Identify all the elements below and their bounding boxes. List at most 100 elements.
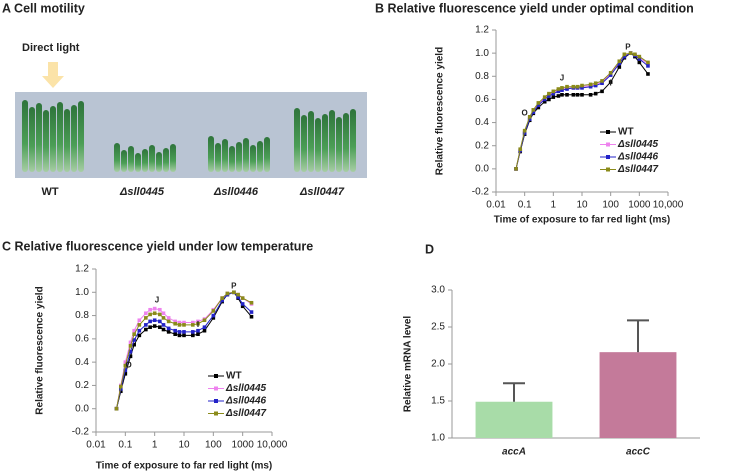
x-tick-label: 10 bbox=[178, 440, 190, 451]
point bbox=[536, 103, 541, 108]
point bbox=[588, 84, 593, 89]
point bbox=[240, 304, 245, 309]
legend-marker bbox=[214, 399, 218, 403]
point bbox=[152, 306, 157, 311]
colony-streak bbox=[250, 145, 256, 172]
point bbox=[128, 344, 133, 348]
point bbox=[527, 114, 532, 119]
chart-title: D bbox=[425, 242, 434, 256]
legend-marker bbox=[606, 130, 610, 134]
point bbox=[608, 71, 613, 75]
colony-streak bbox=[71, 105, 77, 172]
point bbox=[137, 318, 142, 323]
point bbox=[161, 327, 166, 332]
point bbox=[588, 82, 593, 87]
point bbox=[211, 316, 216, 320]
colony-streak bbox=[308, 111, 314, 172]
point bbox=[148, 307, 152, 312]
point bbox=[128, 354, 133, 359]
point bbox=[646, 60, 650, 65]
point bbox=[211, 309, 216, 313]
point bbox=[617, 61, 622, 66]
strain-label: Δsll0446 bbox=[213, 186, 259, 198]
point bbox=[144, 316, 148, 320]
point bbox=[588, 93, 593, 97]
point bbox=[123, 371, 128, 376]
y-tick-label: 0.2 bbox=[75, 380, 89, 391]
point bbox=[118, 384, 123, 389]
point bbox=[232, 290, 236, 295]
point bbox=[580, 93, 584, 97]
annotation: P bbox=[231, 282, 237, 291]
colony-streak bbox=[343, 113, 349, 172]
point bbox=[580, 83, 584, 88]
legend-label: Δsll0445 bbox=[225, 383, 267, 394]
point bbox=[225, 291, 230, 296]
annotation: J bbox=[155, 296, 159, 305]
legend-marker bbox=[606, 142, 610, 147]
colony-streak bbox=[257, 141, 263, 172]
point bbox=[148, 319, 152, 324]
colony-streak bbox=[315, 118, 321, 172]
y-tick-label: 0.4 bbox=[475, 117, 489, 128]
point bbox=[177, 323, 182, 327]
legend-marker bbox=[214, 374, 218, 378]
y-tick-label: 2.0 bbox=[431, 359, 445, 370]
point bbox=[637, 60, 642, 65]
colony-streak bbox=[135, 153, 141, 172]
chart-title: C Relative fluorescence yield under low … bbox=[2, 239, 313, 253]
strain-label: WT bbox=[41, 186, 58, 198]
colony-streak bbox=[336, 117, 342, 172]
colony-streak bbox=[208, 136, 214, 172]
point bbox=[166, 326, 171, 331]
legend-label: Δsll0445 bbox=[617, 139, 659, 150]
x-tick-label: 100 bbox=[205, 440, 222, 451]
colony-streak bbox=[222, 139, 228, 172]
point bbox=[137, 328, 142, 333]
colony-streak bbox=[156, 152, 162, 172]
x-tick-label: 1 bbox=[152, 440, 158, 451]
legend-label: WT bbox=[618, 127, 634, 138]
point bbox=[547, 91, 551, 96]
chart-title: B Relative fluorescence yield under opti… bbox=[375, 1, 694, 15]
point bbox=[148, 312, 152, 317]
x-tick-label: 1000 bbox=[232, 440, 255, 451]
light-arrow bbox=[42, 62, 64, 88]
point bbox=[240, 296, 245, 300]
point bbox=[202, 325, 207, 330]
point bbox=[556, 89, 561, 94]
point bbox=[202, 318, 207, 323]
point bbox=[191, 333, 195, 338]
point bbox=[646, 72, 650, 76]
point bbox=[560, 86, 564, 90]
point bbox=[565, 84, 569, 89]
legend-marker bbox=[214, 386, 218, 391]
point bbox=[177, 330, 182, 334]
point bbox=[551, 95, 556, 99]
colony-streak bbox=[264, 137, 270, 172]
y-tick-label: 0.8 bbox=[475, 71, 489, 82]
x-tick-label: 0.1 bbox=[518, 200, 532, 211]
legend-marker bbox=[606, 167, 610, 172]
annotation: J bbox=[560, 74, 564, 83]
point bbox=[637, 57, 642, 61]
x-tick-label: 0.01 bbox=[486, 200, 506, 211]
point bbox=[196, 321, 200, 326]
colony-streak bbox=[301, 115, 307, 172]
point bbox=[542, 99, 547, 104]
colony-streak bbox=[29, 107, 35, 172]
bar bbox=[475, 401, 553, 438]
point bbox=[600, 89, 604, 94]
bar bbox=[599, 352, 677, 438]
colony-streak bbox=[243, 138, 249, 172]
y-axis-title: Relative fluorescence yield bbox=[35, 286, 46, 414]
point bbox=[571, 84, 576, 89]
point bbox=[166, 319, 171, 324]
point bbox=[152, 318, 157, 323]
y-tick-label: 2.5 bbox=[431, 322, 445, 333]
point bbox=[132, 338, 136, 342]
point bbox=[191, 320, 195, 325]
point bbox=[166, 316, 171, 320]
point bbox=[580, 86, 584, 90]
legend-marker bbox=[214, 411, 218, 416]
